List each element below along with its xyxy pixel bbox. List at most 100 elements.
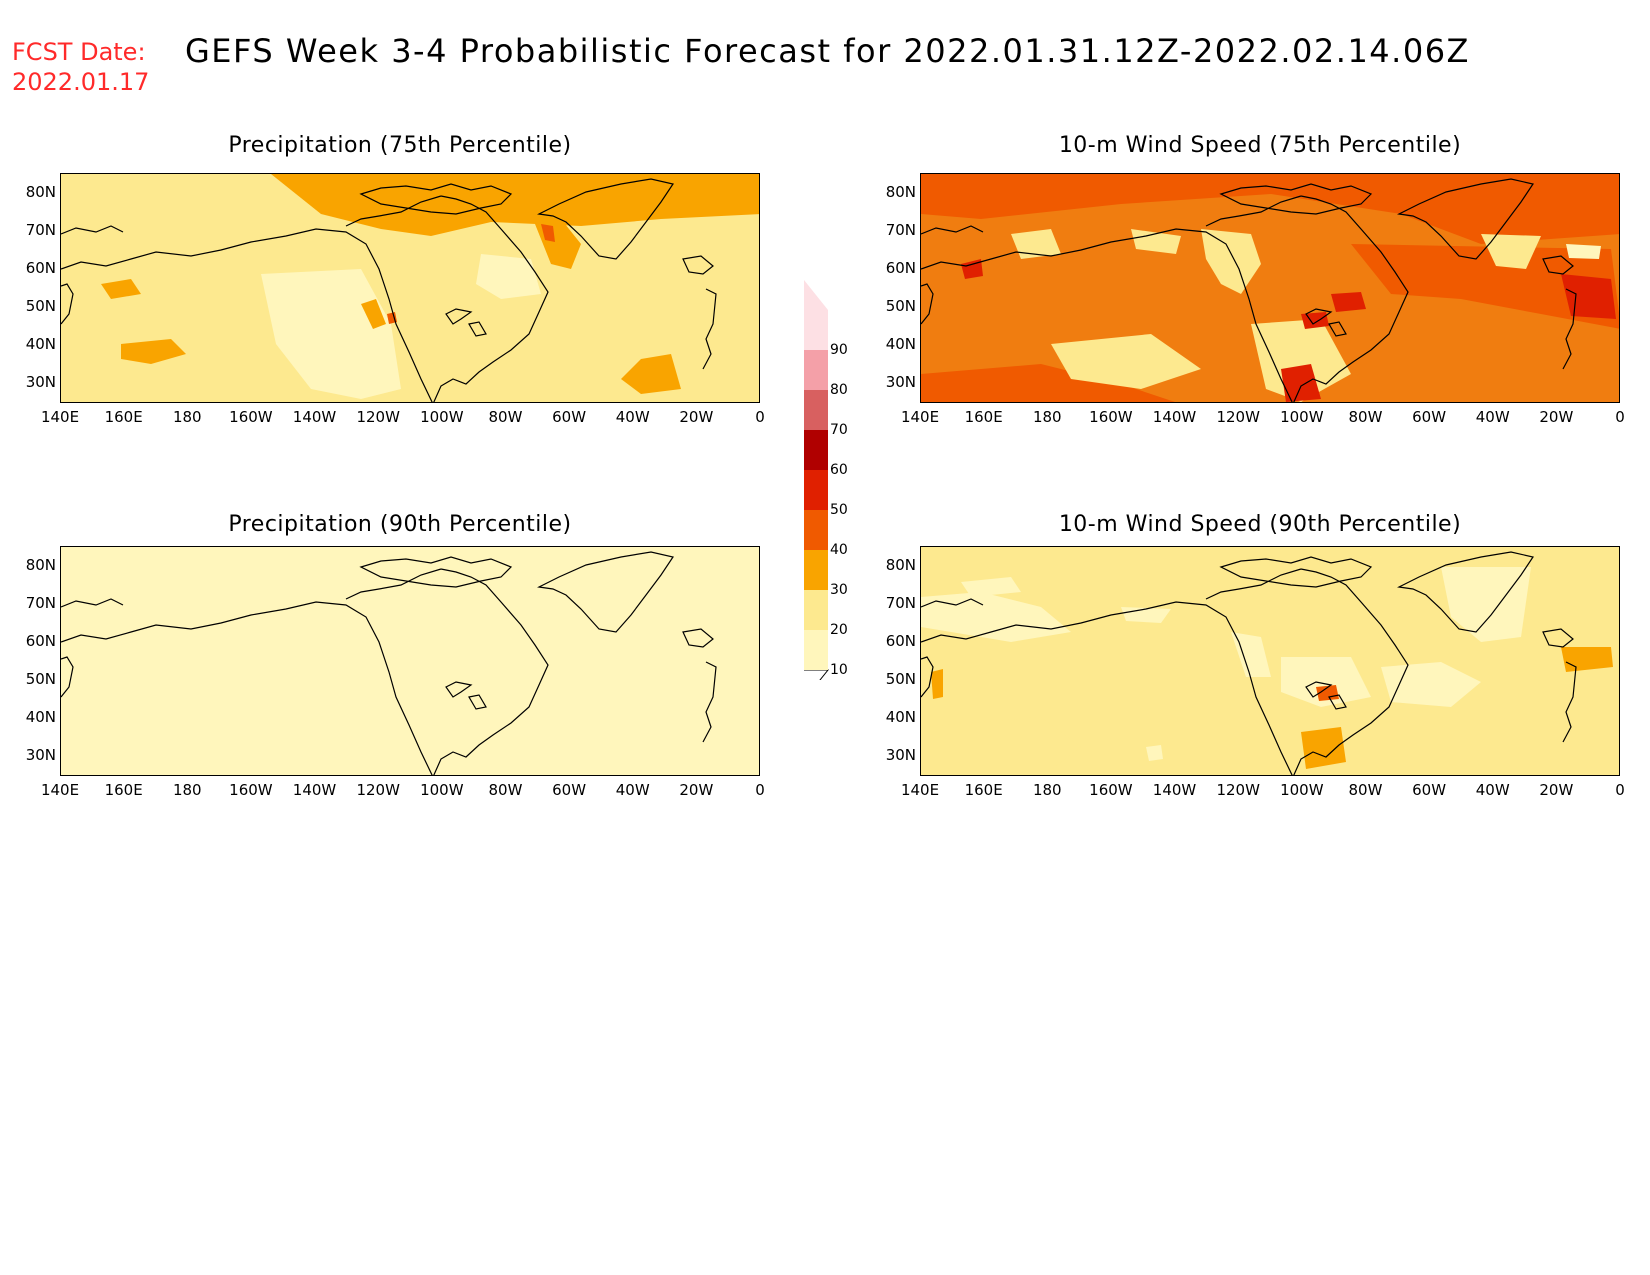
probability-contour — [387, 312, 397, 324]
coastline — [921, 656, 934, 698]
lon-tick-label: 160W — [229, 408, 273, 426]
lon-tick-label: 140W — [292, 408, 337, 426]
probability-contour — [1051, 334, 1201, 389]
colorbar-swatch — [804, 310, 828, 350]
lat-tick-label: 70N — [25, 221, 56, 239]
colorbar-level-label: 20 — [830, 622, 848, 638]
lat-tick-label: 60N — [25, 259, 56, 277]
coastline — [1293, 195, 1409, 402]
probability-contour — [931, 669, 943, 699]
probability-contour — [121, 339, 186, 364]
coastline — [1562, 288, 1577, 370]
panel-title-wind-90: 10-m Wind Speed (90th Percentile) — [1058, 512, 1462, 537]
probability-contour — [1301, 312, 1329, 329]
lon-tick-label: 0 — [755, 408, 765, 426]
coastline — [537, 551, 674, 633]
coastline — [345, 195, 442, 227]
probability-contour — [961, 577, 1021, 597]
lon-tick-label: 20W — [1539, 781, 1574, 799]
probability-contour — [361, 299, 386, 329]
colorbar-swatch — [804, 550, 828, 590]
lon-tick-label: 0 — [1615, 408, 1625, 426]
lat-tick-label: 30N — [885, 373, 916, 391]
probability-contour — [1131, 229, 1181, 254]
lat-tick-label: 30N — [885, 746, 916, 764]
colorbar — [804, 280, 830, 680]
probability-contour — [1201, 229, 1261, 294]
lon-tick-label: 40W — [615, 781, 650, 799]
colorbar-swatch — [804, 510, 828, 550]
lat-tick-label: 60N — [885, 259, 916, 277]
lon-tick-label: 80W — [488, 781, 523, 799]
lon-tick-label: 40W — [1475, 408, 1510, 426]
coastline — [537, 178, 674, 260]
probability-contour — [1281, 657, 1371, 707]
probability-contour — [261, 657, 401, 775]
lat-tick-label: 40N — [885, 708, 916, 726]
probability-contour — [921, 717, 1081, 775]
map-w90-field — [921, 547, 1619, 775]
probability-contour — [621, 354, 681, 394]
panel-title-wind-75: 10-m Wind Speed (75th Percentile) — [1058, 133, 1462, 158]
coastline — [61, 601, 433, 775]
probability-contour — [1566, 244, 1601, 259]
lon-tick-label: 120W — [1216, 408, 1260, 426]
lat-tick-label: 80N — [25, 556, 56, 574]
map-wind-90 — [920, 546, 1620, 776]
lon-tick-label: 140W — [1152, 781, 1197, 799]
coastline — [345, 568, 442, 600]
lon-tick-label: 40W — [615, 408, 650, 426]
lon-tick-label: 160E — [964, 408, 1003, 426]
lat-tick-label: 50N — [885, 670, 916, 688]
lon-tick-label: 80W — [1348, 408, 1383, 426]
probability-contour — [261, 269, 401, 399]
colorbar-level-label: 40 — [830, 542, 848, 558]
lon-tick-label: 0 — [755, 781, 765, 799]
colorbar-lower-extension — [804, 669, 830, 680]
probability-contour — [921, 364, 1175, 402]
colorbar-level-label: 50 — [830, 502, 848, 518]
lon-tick-label: 160W — [1089, 781, 1133, 799]
lon-tick-label: 160E — [964, 781, 1003, 799]
coastline — [1219, 183, 1373, 215]
lat-tick-label: 70N — [885, 221, 916, 239]
colorbar-level-label: 70 — [830, 422, 848, 438]
map-p75-field — [61, 174, 759, 402]
lon-tick-label: 180 — [1032, 781, 1062, 799]
coastline — [61, 283, 74, 325]
coastline — [921, 598, 984, 608]
lon-tick-label: 100W — [420, 408, 464, 426]
probability-contour — [1011, 229, 1061, 259]
coastline — [1305, 681, 1333, 698]
panel-title-precip-90: Precipitation (90th Percentile) — [228, 512, 572, 537]
coastline — [682, 628, 714, 648]
probability-contour — [621, 677, 759, 775]
coastline — [359, 183, 513, 215]
coastline — [921, 228, 1293, 402]
coastline — [433, 195, 549, 402]
coastline — [1293, 568, 1409, 775]
probability-contour — [1231, 632, 1271, 677]
lon-tick-label: 100W — [420, 781, 464, 799]
lon-tick-label: 60W — [552, 781, 587, 799]
page-title: GEFS Week 3-4 Probabilistic Forecast for… — [185, 32, 1470, 70]
coastline — [921, 283, 934, 325]
lat-tick-label: 30N — [25, 373, 56, 391]
lon-tick-label: 160W — [229, 781, 273, 799]
coastline — [61, 228, 433, 402]
lat-tick-label: 50N — [885, 297, 916, 315]
lon-tick-label: 40W — [1475, 781, 1510, 799]
lat-tick-label: 50N — [25, 670, 56, 688]
coastline — [445, 308, 473, 325]
coastline — [61, 656, 74, 698]
forecast-date-value: 2022.01.17 — [12, 68, 150, 96]
lon-tick-label: 160W — [1089, 408, 1133, 426]
probability-contour — [1251, 319, 1351, 402]
lon-tick-label: 160E — [104, 781, 143, 799]
probability-contour — [476, 254, 541, 299]
probability-contour — [1146, 745, 1163, 761]
lon-tick-label: 140E — [40, 408, 80, 426]
forecast-date-label: FCST Date: — [12, 38, 146, 66]
map-w75-field — [921, 174, 1619, 402]
probability-contour — [1331, 292, 1366, 312]
